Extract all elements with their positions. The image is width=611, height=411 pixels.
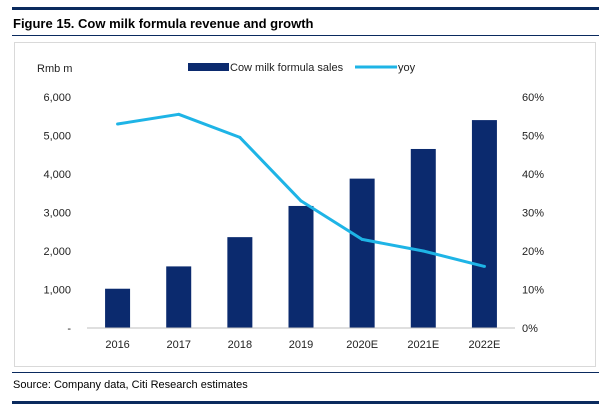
y-tick-label: 6,000 — [43, 92, 71, 104]
x-tick-label: 2016 — [105, 339, 129, 351]
line-series — [116, 112, 486, 268]
y2-tick-label: 20% — [522, 246, 544, 258]
footer-rule — [12, 372, 599, 373]
y2-tick-label: 30% — [522, 208, 544, 220]
y-tick-label: 2,000 — [43, 246, 71, 258]
y-tick-label: 5,000 — [43, 131, 71, 143]
bar — [471, 120, 497, 328]
x-tick-label: 2021E — [407, 339, 439, 351]
legend-bar-swatch — [188, 63, 229, 71]
bar — [349, 178, 375, 328]
y-tick-label: 3,000 — [43, 208, 71, 220]
chart-area: Rmb m Cow milk formula sales yoy - 1,000 2… — [14, 42, 596, 367]
figure-title: Figure 15. Cow milk formula revenue and … — [13, 16, 314, 31]
legend: Cow milk formula sales yoy — [188, 62, 416, 74]
y-axis-label: Rmb m — [37, 63, 72, 75]
y-tick-label: - — [67, 323, 71, 335]
yoy-point — [360, 237, 364, 241]
y2-tick-label: 60% — [522, 92, 544, 104]
yoy-point — [177, 112, 181, 116]
y2-tick-label: 50% — [522, 131, 544, 143]
chart-svg: Rmb m Cow milk formula sales yoy - 1,000 2… — [37, 62, 544, 351]
yoy-point — [482, 264, 486, 268]
x-tick-label: 2017 — [166, 339, 190, 351]
legend-line-label: yoy — [398, 62, 416, 74]
y2-tick-label: 40% — [522, 169, 544, 181]
yoy-point — [238, 135, 242, 139]
bar-series — [105, 120, 497, 328]
legend-bar-label: Cow milk formula sales — [230, 62, 344, 74]
source-note: Source: Company data, Citi Research esti… — [13, 379, 248, 391]
y-tick-label: 4,000 — [43, 169, 71, 181]
top-rule — [12, 7, 599, 10]
x-tick-label: 2019 — [289, 339, 313, 351]
bar — [288, 205, 314, 328]
bar — [410, 148, 436, 328]
title-rule — [12, 35, 599, 36]
bar — [105, 288, 131, 328]
x-tick-label: 2020E — [346, 339, 378, 351]
x-tick-label: 2022E — [469, 339, 501, 351]
y-tick-label: 1,000 — [43, 285, 71, 297]
yoy-point — [421, 249, 425, 253]
x-axis: 2016 2017 2018 2019 2020E 2021E 2022E — [87, 327, 515, 351]
bar — [166, 266, 192, 328]
yoy-point — [116, 122, 120, 126]
left-axis: - 1,000 2,000 3,000 4,000 5,000 6,000 — [43, 92, 71, 335]
right-axis: 0% 10% 20% 30% 40% 50% 60% — [522, 92, 544, 335]
y2-tick-label: 10% — [522, 285, 544, 297]
x-tick-label: 2018 — [228, 339, 252, 351]
y2-tick-label: 0% — [522, 323, 538, 335]
yoy-point — [299, 199, 303, 203]
bottom-rule — [12, 401, 599, 404]
bar — [227, 237, 253, 328]
